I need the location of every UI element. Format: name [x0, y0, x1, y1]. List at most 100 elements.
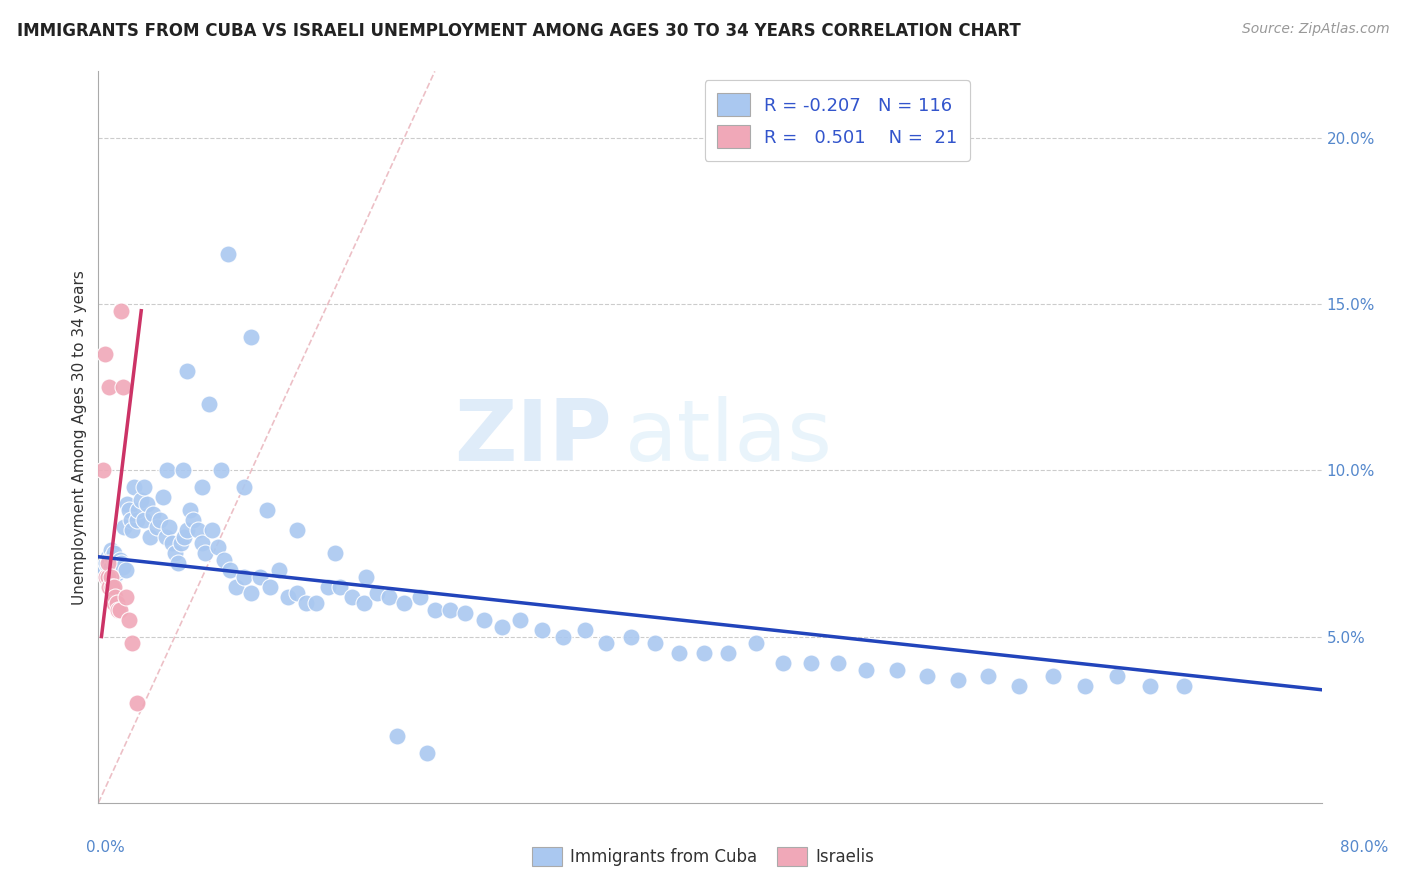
Point: [125, 696, 148, 710]
Point: [644, 636, 666, 650]
Point: [886, 663, 908, 677]
Point: [129, 493, 152, 508]
Text: 0.0%: 0.0%: [86, 840, 125, 855]
Point: [112, 520, 135, 534]
Point: [353, 596, 375, 610]
Point: [118, 613, 141, 627]
Point: [98, 566, 121, 581]
Point: [285, 523, 308, 537]
Point: [160, 536, 183, 550]
Point: [212, 553, 235, 567]
Point: [240, 330, 263, 344]
Point: [1173, 680, 1195, 694]
Point: [108, 553, 131, 567]
Point: [105, 566, 128, 581]
Point: [149, 513, 172, 527]
Point: [946, 673, 969, 687]
Point: [423, 603, 446, 617]
Point: [439, 603, 461, 617]
Point: [553, 630, 575, 644]
Point: [232, 480, 254, 494]
Point: [249, 570, 271, 584]
Point: [139, 530, 162, 544]
Legend: R = -0.207   N = 116, R =   0.501    N =  21: R = -0.207 N = 116, R = 0.501 N = 21: [704, 80, 970, 161]
Point: [107, 603, 129, 617]
Point: [329, 580, 352, 594]
Point: [217, 247, 239, 261]
Point: [1008, 680, 1031, 694]
Point: [366, 586, 388, 600]
Point: [120, 513, 142, 527]
Point: [977, 669, 1000, 683]
Point: [110, 557, 132, 571]
Point: [509, 613, 531, 627]
Point: [121, 523, 143, 537]
Point: [97, 557, 120, 571]
Point: [101, 549, 124, 564]
Point: [454, 607, 477, 621]
Point: [256, 503, 278, 517]
Point: [94, 570, 117, 584]
Point: [103, 570, 125, 584]
Point: [316, 580, 339, 594]
Point: [915, 669, 938, 683]
Point: [219, 563, 242, 577]
Point: [97, 549, 120, 564]
Point: [259, 580, 281, 594]
Point: [354, 570, 377, 584]
Point: [97, 570, 120, 584]
Point: [1042, 669, 1064, 683]
Point: [98, 553, 121, 567]
Point: [619, 630, 641, 644]
Text: IMMIGRANTS FROM CUBA VS ISRAELI UNEMPLOYMENT AMONG AGES 30 TO 34 YEARS CORRELATI: IMMIGRANTS FROM CUBA VS ISRAELI UNEMPLOY…: [17, 22, 1021, 40]
Legend: Immigrants from Cuba, Israelis: Immigrants from Cuba, Israelis: [523, 838, 883, 875]
Point: [176, 363, 198, 377]
Point: [107, 563, 129, 577]
Text: 80.0%: 80.0%: [1340, 840, 1388, 855]
Point: [176, 523, 198, 537]
Point: [197, 397, 219, 411]
Point: [155, 530, 177, 544]
Point: [277, 590, 299, 604]
Point: [101, 580, 124, 594]
Point: [745, 636, 768, 650]
Point: [167, 557, 190, 571]
Point: [209, 463, 232, 477]
Point: [157, 520, 180, 534]
Text: ZIP: ZIP: [454, 395, 612, 479]
Point: [574, 623, 596, 637]
Point: [295, 596, 318, 610]
Point: [134, 513, 156, 527]
Point: [181, 513, 204, 527]
Point: [134, 480, 156, 494]
Point: [800, 656, 823, 670]
Text: Source: ZipAtlas.com: Source: ZipAtlas.com: [1241, 22, 1389, 37]
Text: atlas: atlas: [624, 395, 832, 479]
Point: [91, 463, 114, 477]
Point: [827, 656, 849, 670]
Point: [240, 586, 263, 600]
Point: [225, 580, 247, 594]
Point: [117, 497, 139, 511]
Point: [98, 380, 121, 394]
Point: [179, 503, 201, 517]
Point: [207, 540, 229, 554]
Point: [772, 656, 794, 670]
Point: [145, 520, 167, 534]
Point: [156, 463, 179, 477]
Point: [100, 559, 122, 574]
Point: [93, 347, 115, 361]
Point: [136, 497, 159, 511]
Point: [693, 646, 716, 660]
Point: [416, 746, 439, 760]
Point: [111, 380, 134, 394]
Point: [94, 570, 117, 584]
Point: [1073, 680, 1095, 694]
Point: [98, 580, 121, 594]
Point: [668, 646, 690, 660]
Point: [342, 590, 364, 604]
Point: [121, 636, 143, 650]
Point: [408, 590, 430, 604]
Point: [191, 480, 214, 494]
Point: [173, 530, 195, 544]
